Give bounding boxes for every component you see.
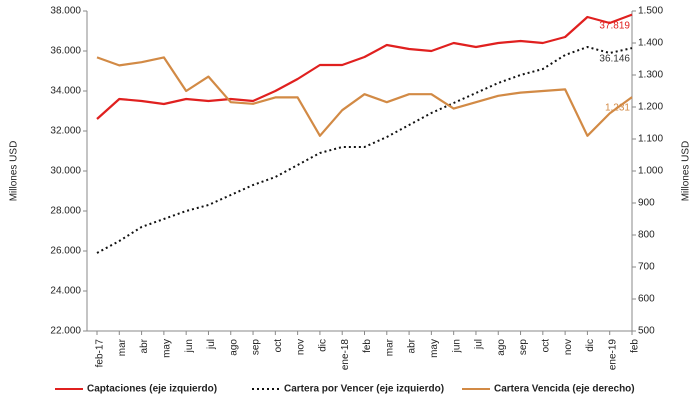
data-label: 37.819 (599, 20, 630, 31)
x-tick-label: dic (585, 339, 596, 352)
y-tick-label: 38.000 (50, 6, 81, 17)
y-tick-label: 34.000 (50, 86, 81, 97)
x-tick-label: abr (407, 338, 418, 353)
x-tick-label: may (429, 339, 440, 358)
x-tick-label: ago (496, 339, 507, 356)
legend-label: Cartera por Vencer (eje izquierdo) (284, 384, 444, 395)
y2-tick-label: 1.400 (638, 38, 663, 49)
x-tick-label: dic (318, 339, 329, 352)
y2-tick-label: 800 (638, 230, 655, 241)
y2-tick-label: 1.100 (638, 134, 663, 145)
x-tick-label: jun (451, 339, 462, 353)
x-tick-label: ago (228, 339, 239, 356)
x-tick-label: sep (518, 339, 529, 356)
y2-tick-label: 500 (638, 326, 655, 337)
y2-tick-label: 600 (638, 294, 655, 305)
x-tick-label: ene-18 (340, 339, 351, 371)
x-tick-label: jun (184, 339, 195, 353)
x-tick-label: may (162, 339, 173, 358)
x-tick-label: mar (117, 338, 128, 356)
x-tick-label: nov (295, 339, 306, 355)
series-line (96, 13, 633, 120)
x-tick-label: feb (630, 339, 641, 353)
series-line (96, 56, 633, 137)
y-tick-label: 24.000 (50, 286, 81, 297)
x-tick-label: abr (139, 338, 150, 353)
data-label: 36.146 (599, 54, 630, 65)
y-tick-label: 30.000 (50, 166, 81, 177)
y-tick-label: 28.000 (50, 206, 81, 217)
y2-axis-title: Millones USD (681, 141, 692, 202)
y-axis-title: Millones USD (9, 141, 20, 202)
y-tick-label: 22.000 (50, 326, 81, 337)
x-tick-label: feb (362, 339, 373, 353)
y-tick-label: 26.000 (50, 246, 81, 257)
x-tick-label: jul (474, 339, 485, 350)
y-tick-label: 32.000 (50, 126, 81, 137)
x-tick-label: oct (273, 339, 284, 353)
legend-label: Captaciones (eje izquierdo) (87, 384, 217, 395)
x-tick-label: sep (251, 339, 262, 356)
x-tick-label: ene-19 (607, 339, 618, 371)
x-tick-label: oct (540, 339, 551, 353)
y2-tick-label: 1.000 (638, 166, 663, 177)
y2-tick-label: 900 (638, 198, 655, 209)
x-tick-label: mar (384, 338, 395, 356)
x-tick-label: jul (206, 339, 217, 350)
y-tick-label: 36.000 (50, 46, 81, 57)
x-tick-label: nov (563, 339, 574, 355)
x-tick-label: feb-17 (95, 339, 106, 368)
legend-label: Cartera Vencida (eje derecho) (494, 384, 635, 395)
y2-tick-label: 700 (638, 262, 655, 273)
y2-tick-label: 1.500 (638, 6, 663, 17)
y2-tick-label: 1.300 (638, 70, 663, 81)
data-label: 1.231 (605, 103, 630, 114)
y2-tick-label: 1.200 (638, 102, 663, 113)
series-line (96, 46, 633, 254)
